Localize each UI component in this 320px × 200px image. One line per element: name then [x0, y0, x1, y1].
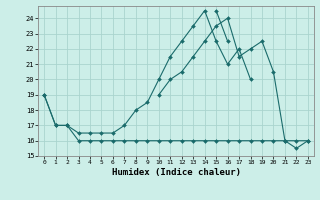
- X-axis label: Humidex (Indice chaleur): Humidex (Indice chaleur): [111, 168, 241, 177]
